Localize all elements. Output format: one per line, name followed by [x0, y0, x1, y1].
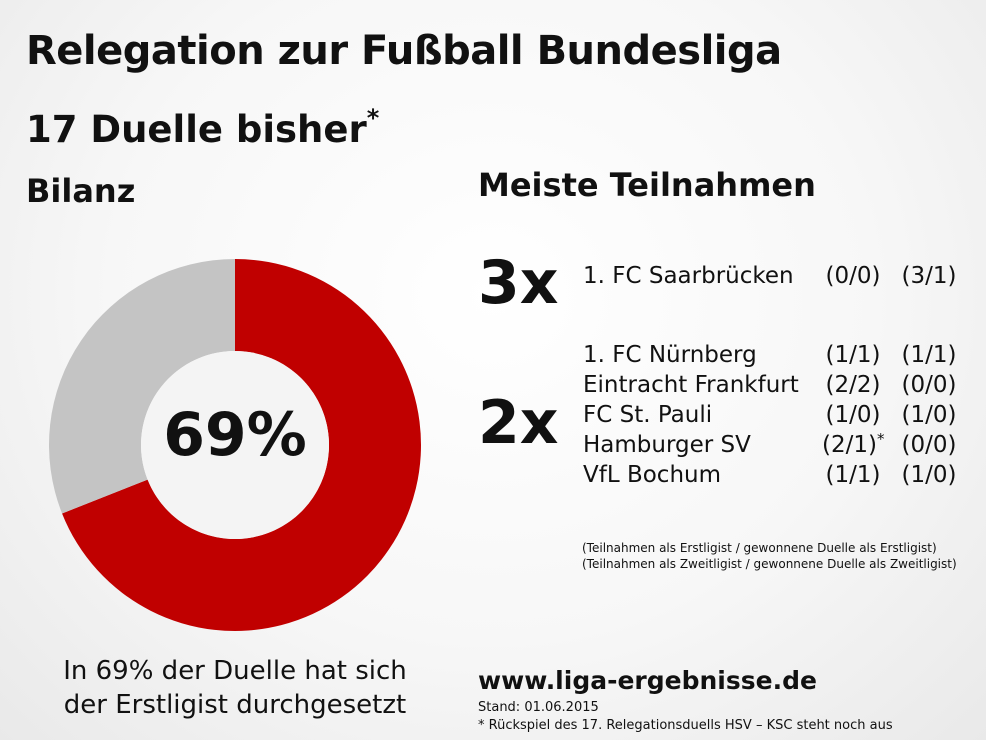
- legend-note-zweitligist: (Teilnahmen als Zweitligist / gewonnene …: [582, 557, 957, 571]
- team-name: Eintracht Frankfurt: [583, 372, 799, 398]
- subtitle-text: 17 Duelle bisher: [26, 108, 367, 151]
- chart-caption-line2: der Erstligist durchgesetzt: [63, 690, 407, 720]
- group-count-3x: 3x: [478, 248, 559, 318]
- bilanz-heading: Bilanz: [26, 172, 136, 210]
- team-zweitligist-stats: (1/0): [901, 462, 957, 488]
- team-erstligist-stats: (2/1)*: [822, 430, 885, 458]
- donut-slice-1: [49, 259, 236, 514]
- team-erstligist-stats: (0/0): [825, 263, 881, 289]
- team-name: 1. FC Saarbrücken: [583, 263, 794, 289]
- donut-center-label: 69%: [163, 400, 307, 470]
- team-erstligist-stats: (1/1): [825, 342, 881, 368]
- team-zweitligist-stats: (3/1): [901, 263, 957, 289]
- page-title: Relegation zur Fußball Bundesliga: [26, 28, 782, 74]
- team-erstligist-value: (2/1): [822, 432, 877, 458]
- team-erstligist-stats: (2/2): [825, 372, 881, 398]
- team-zweitligist-stats: (1/0): [901, 402, 957, 428]
- team-zweitligist-stats: (1/1): [901, 342, 957, 368]
- subtitle-footnote-mark: *: [366, 104, 380, 132]
- donut-slice-0: [62, 259, 421, 631]
- team-footnote-mark: *: [876, 430, 885, 448]
- team-name: Hamburger SV: [583, 432, 751, 458]
- meiste-teilnahmen-heading: Meiste Teilnahmen: [478, 166, 816, 204]
- legend-note-erstligist: (Teilnahmen als Erstligist / gewonnene D…: [582, 541, 937, 555]
- team-erstligist-stats: (1/1): [825, 462, 881, 488]
- stand-date: Stand: 01.06.2015: [478, 700, 599, 715]
- donut-chart: [49, 259, 421, 631]
- chart-caption-line1: In 69% der Duelle hat sich: [63, 656, 407, 686]
- team-name: VfL Bochum: [583, 462, 722, 488]
- team-name: 1. FC Nürnberg: [583, 342, 757, 368]
- footnote: * Rückspiel des 17. Relegationsduells HS…: [478, 718, 893, 733]
- group-count-2x: 2x: [478, 388, 559, 458]
- team-zweitligist-stats: (0/0): [901, 432, 957, 458]
- team-name: FC St. Pauli: [583, 402, 713, 428]
- website-link[interactable]: www.liga-ergebnisse.de: [478, 666, 817, 695]
- donut-hole: [141, 351, 329, 539]
- subtitle: 17 Duelle bisher*: [26, 104, 379, 151]
- team-erstligist-stats: (1/0): [825, 402, 881, 428]
- team-zweitligist-stats: (0/0): [901, 372, 957, 398]
